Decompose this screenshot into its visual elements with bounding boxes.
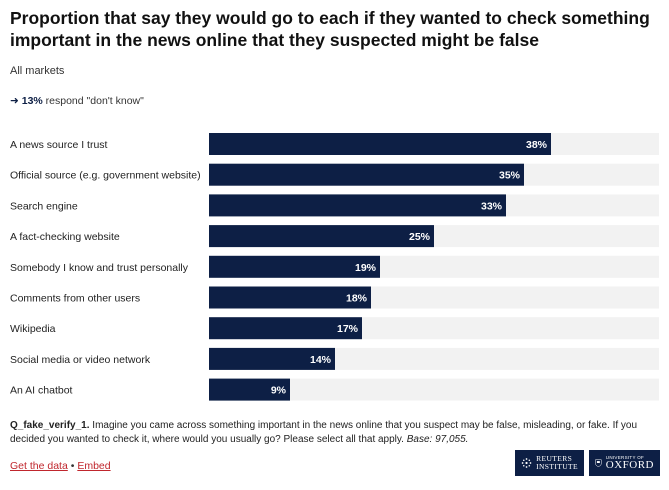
value-label: 17%	[337, 323, 359, 335]
arrow-right-icon: ➜	[10, 95, 19, 107]
chart-title: Proportion that say they would go to eac…	[10, 8, 650, 50]
bar-chart: A news source I trust 38% Official source …	[10, 133, 659, 401]
category-label: An AI chatbot	[10, 385, 73, 397]
category-label: Official source (e.g. government website…	[10, 170, 201, 182]
footer-links: Get the data • Embed	[10, 460, 111, 472]
embed-link[interactable]: Embed	[77, 460, 111, 472]
oxford-crest-icon	[595, 459, 602, 467]
bar[interactable]	[209, 378, 290, 401]
value-label: 35%	[499, 170, 521, 182]
bar-track	[209, 378, 659, 401]
get-data-link[interactable]: Get the data	[10, 460, 68, 472]
oxford-university-logo[interactable]: UNIVERSITY OF OXFORD	[589, 450, 660, 476]
bar[interactable]	[209, 194, 506, 217]
category-label: A fact-checking website	[10, 231, 120, 243]
dont-know-value: 13%	[21, 95, 43, 107]
bar[interactable]	[209, 317, 362, 340]
bar[interactable]	[209, 286, 371, 309]
value-label: 18%	[346, 293, 368, 305]
bar[interactable]	[209, 163, 524, 186]
category-label: Comments from other users	[10, 293, 140, 305]
oxford-wordmark: UNIVERSITY OF OXFORD	[605, 455, 654, 471]
category-label: A news source I trust	[10, 139, 108, 151]
value-label: 33%	[481, 200, 503, 212]
question-text: Imagine you came across something import…	[10, 420, 638, 445]
category-label: Wikipedia	[10, 323, 56, 335]
category-label: Somebody I know and trust personally	[10, 262, 189, 274]
link-separator: •	[67, 460, 78, 472]
bar[interactable]	[209, 347, 335, 370]
base-size: Base: 97,055.	[406, 434, 469, 445]
value-label: 38%	[526, 139, 548, 151]
value-label: 19%	[355, 262, 377, 274]
question-code: Q_fake_verify_1.	[10, 420, 90, 431]
reuters-institute-logo[interactable]: REUTERS INSTITUTE	[515, 450, 584, 476]
category-label: Search engine	[10, 200, 78, 212]
bar[interactable]	[209, 225, 434, 248]
category-label: Social media or video network	[10, 354, 151, 366]
reuters-dots-icon	[521, 458, 532, 468]
value-label: 25%	[409, 231, 431, 243]
bar[interactable]	[209, 255, 380, 278]
bar[interactable]	[209, 133, 551, 155]
footnote: Q_fake_verify_1. Imagine you came across…	[10, 419, 660, 447]
dont-know-note: ➜ 13% respond "don't know"	[10, 95, 144, 107]
dont-know-text: respond "don't know"	[45, 95, 144, 107]
value-label: 9%	[271, 385, 287, 397]
reuters-wordmark: REUTERS INSTITUTE	[536, 454, 578, 471]
chart-subtitle: All markets	[10, 65, 65, 77]
value-label: 14%	[310, 354, 332, 366]
